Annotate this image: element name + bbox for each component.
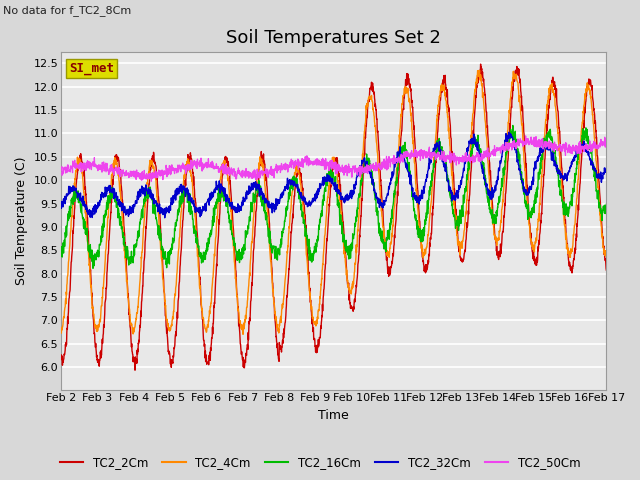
TC2_50Cm bbox=[487, 151, 495, 156]
TC2_32Cm bbox=[161, 215, 168, 221]
TC2_50Cm bbox=[323, 166, 330, 171]
Text: SI_met: SI_met bbox=[69, 62, 115, 75]
Legend: TC2_2Cm, TC2_4Cm, TC2_16Cm, TC2_32Cm, TC2_50Cm: TC2_2Cm, TC2_4Cm, TC2_16Cm, TC2_32Cm, TC… bbox=[55, 452, 585, 474]
TC2_16Cm bbox=[308, 251, 316, 256]
Line: TC2_32Cm: TC2_32Cm bbox=[61, 132, 606, 218]
TC2_32Cm bbox=[505, 130, 513, 135]
TC2_16Cm bbox=[89, 265, 97, 271]
TC2_2Cm bbox=[602, 267, 610, 273]
Title: Soil Temperatures Set 2: Soil Temperatures Set 2 bbox=[227, 29, 441, 48]
TC2_2Cm bbox=[587, 80, 595, 86]
TC2_50Cm bbox=[85, 159, 93, 165]
TC2_50Cm bbox=[522, 133, 529, 139]
TC2_16Cm bbox=[509, 122, 516, 128]
TC2_16Cm bbox=[587, 150, 595, 156]
TC2_2Cm bbox=[57, 352, 65, 358]
TC2_32Cm bbox=[587, 157, 595, 163]
TC2_16Cm bbox=[85, 249, 93, 255]
TC2_32Cm bbox=[308, 198, 316, 204]
TC2_32Cm bbox=[57, 199, 65, 205]
TC2_50Cm bbox=[148, 179, 156, 184]
TC2_32Cm bbox=[588, 162, 595, 168]
TC2_32Cm bbox=[487, 190, 495, 195]
TC2_50Cm bbox=[587, 145, 595, 151]
TC2_2Cm bbox=[85, 247, 93, 252]
TC2_4Cm bbox=[308, 307, 316, 312]
TC2_4Cm bbox=[323, 211, 330, 217]
Y-axis label: Soil Temperature (C): Soil Temperature (C) bbox=[15, 157, 28, 285]
TC2_50Cm bbox=[602, 136, 610, 142]
TC2_50Cm bbox=[308, 159, 316, 165]
TC2_32Cm bbox=[85, 209, 93, 215]
TC2_16Cm bbox=[602, 201, 610, 207]
TC2_16Cm bbox=[588, 148, 595, 154]
TC2_16Cm bbox=[323, 174, 330, 180]
Line: TC2_16Cm: TC2_16Cm bbox=[61, 125, 606, 268]
TC2_4Cm bbox=[476, 67, 483, 73]
TC2_2Cm bbox=[487, 182, 495, 188]
TC2_4Cm bbox=[239, 332, 247, 337]
TC2_4Cm bbox=[487, 196, 495, 202]
TC2_4Cm bbox=[587, 94, 595, 99]
TC2_16Cm bbox=[487, 207, 495, 213]
TC2_32Cm bbox=[323, 178, 330, 183]
Line: TC2_4Cm: TC2_4Cm bbox=[61, 70, 606, 335]
Line: TC2_50Cm: TC2_50Cm bbox=[61, 136, 606, 181]
TC2_50Cm bbox=[57, 165, 65, 171]
TC2_2Cm bbox=[477, 61, 484, 67]
TC2_4Cm bbox=[57, 330, 65, 336]
TC2_4Cm bbox=[85, 256, 93, 262]
TC2_32Cm bbox=[602, 165, 610, 171]
TC2_4Cm bbox=[602, 254, 610, 260]
TC2_16Cm bbox=[57, 249, 65, 255]
TC2_50Cm bbox=[588, 149, 595, 155]
TC2_2Cm bbox=[131, 367, 139, 373]
Text: No data for f_TC2_8Cm: No data for f_TC2_8Cm bbox=[3, 5, 131, 16]
TC2_2Cm bbox=[308, 321, 316, 327]
X-axis label: Time: Time bbox=[318, 409, 349, 422]
TC2_2Cm bbox=[588, 84, 595, 89]
Line: TC2_2Cm: TC2_2Cm bbox=[61, 64, 606, 370]
TC2_2Cm bbox=[323, 242, 330, 248]
TC2_4Cm bbox=[588, 97, 595, 103]
